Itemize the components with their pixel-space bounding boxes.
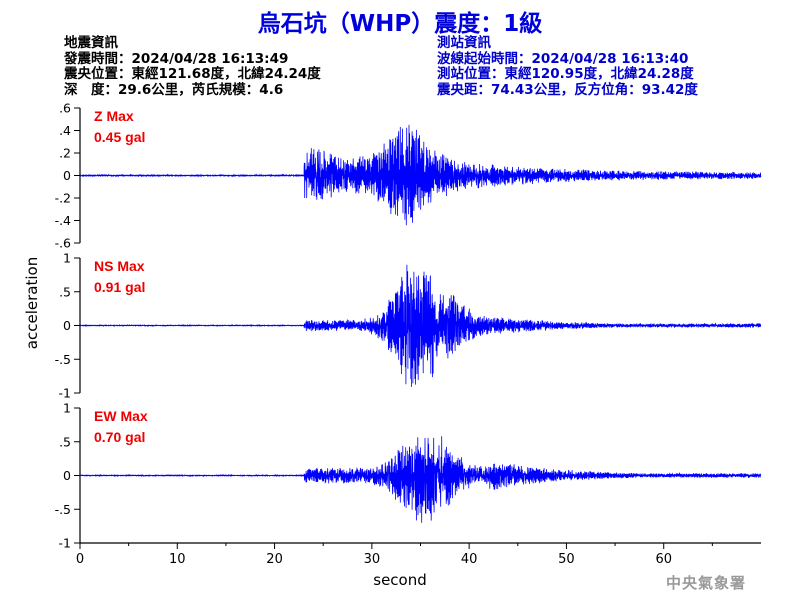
max-value-Z: 0.45 gal	[94, 129, 145, 145]
y-tick-label-NS: .5	[59, 284, 71, 299]
station-info: 測站資訊 波線起始時間：2024/04/28 16:13:40 測站位置：東經1…	[437, 35, 698, 98]
y-tick-label-NS: 1	[63, 251, 71, 266]
x-tick-label: 10	[169, 552, 186, 567]
y-tick-label-EW: .5	[59, 434, 71, 449]
max-label-NS: NS Max	[94, 258, 145, 274]
onset-time: 波線起始時間：2024/04/28 16:13:40	[437, 50, 689, 67]
y-tick-label-EW: 0	[63, 468, 71, 483]
x-tick-label: 60	[655, 552, 672, 567]
max-label-EW: EW Max	[94, 408, 148, 424]
chart-title: 烏石坑（WHP）震度：1級	[257, 11, 543, 37]
y-tick-label-Z: .6	[59, 101, 71, 116]
x-tick-label: 50	[558, 552, 575, 567]
x-tick-label: 40	[461, 552, 478, 567]
epicenter-location: 震央位置：東經121.68度，北緯24.24度	[64, 66, 321, 82]
origin-time: 發震時間：2024/04/28 16:13:49	[64, 50, 289, 67]
max-label-Z: Z Max	[94, 108, 134, 124]
y-tick-label-NS: 0	[63, 318, 71, 333]
max-value-EW: 0.70 gal	[94, 429, 145, 445]
distance-azimuth: 震央距：74.43公里，反方位角：93.42度	[437, 81, 698, 98]
depth-magnitude: 深 度：29.6公里，芮氏規模：4.6	[64, 81, 284, 98]
agency-watermark: 中央氣象署	[665, 574, 746, 592]
x-tick-label: 20	[266, 552, 283, 567]
y-tick-label-Z: -.6	[55, 236, 71, 251]
y-tick-label-Z: .4	[59, 123, 71, 138]
station-location: 測站位置：東經120.95度，北緯24.28度	[437, 66, 694, 82]
waveform-trace-NS	[79, 264, 762, 387]
waveform-trace-Z	[79, 124, 762, 226]
y-tick-label-EW: -1	[59, 536, 71, 551]
x-tick-label: 0	[76, 552, 84, 567]
y-tick-label-EW: -.5	[55, 502, 71, 517]
event-info: 地震資訊 發震時間：2024/04/28 16:13:49 震央位置：東經121…	[64, 35, 321, 98]
y-tick-label-EW: 1	[63, 401, 71, 416]
y-tick-label-NS: -1	[59, 386, 71, 401]
event-info-heading: 地震資訊	[64, 35, 118, 51]
station-info-heading: 測站資訊	[437, 35, 491, 51]
y-tick-label-Z: -.4	[55, 213, 71, 228]
max-value-NS: 0.91 gal	[94, 279, 145, 295]
y-tick-label-Z: 0	[63, 168, 71, 183]
waveform-trace-EW	[79, 436, 762, 523]
y-axis-label: acceleration	[23, 257, 41, 349]
y-tick-label-Z: -.2	[55, 191, 71, 206]
y-tick-label-NS: -.5	[55, 352, 71, 367]
x-tick-label: 30	[364, 552, 381, 567]
x-axis-label: second	[373, 571, 427, 589]
y-tick-label-Z: .2	[59, 146, 71, 161]
